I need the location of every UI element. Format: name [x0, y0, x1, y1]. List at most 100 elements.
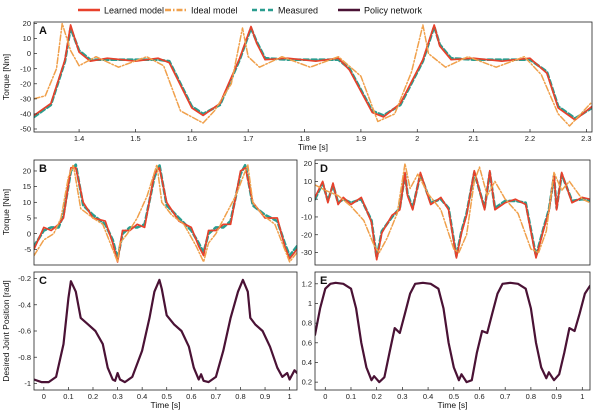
x-tick-label-e: 0.5 [449, 392, 459, 401]
legend-label-measured: Measured [278, 6, 318, 16]
x-tick-label-e: 0.3 [397, 392, 407, 401]
series-line-d-ideal-model [315, 162, 590, 254]
plot-frame-d [314, 159, 591, 266]
x-tick-label-e: 0.6 [474, 392, 484, 401]
x-tick-label-a: 1.4 [74, 134, 84, 143]
y-axis-label-b: Torque [Nm] [1, 189, 11, 235]
x-tick-label-a: 1.8 [299, 134, 309, 143]
y-tick-label-b: 5 [27, 214, 31, 223]
legend-entry-ideal-model: Ideal model [165, 6, 238, 16]
x-tick-label-a: 1.6 [187, 134, 197, 143]
y-tick-label-d: -30 [301, 248, 312, 257]
panel-label-a: A [39, 25, 47, 37]
y-tick-label-d: 0 [308, 195, 312, 204]
x-tick-label-a: 2.3 [581, 134, 591, 143]
x-tick-label-a: 2.2 [525, 134, 535, 143]
panel-label-e: E [320, 275, 327, 287]
panel-label-d: D [320, 163, 328, 175]
y-tick-label-a: -30 [20, 94, 31, 103]
y-tick-label-a: 10 [23, 34, 31, 43]
legend-label-ideal-model: Ideal model [191, 6, 238, 16]
chart-panel-c: -0.2 -0.4 -0.6 -0.8 -1 0 0.1 0.2 0.3 0.4 0.5 0.6 0.7… [1, 271, 298, 410]
y-tick-label-e: 1.2 [302, 279, 312, 288]
legend-label-policy-network: Policy network [364, 6, 423, 16]
series-line-b-ideal-model [34, 163, 297, 263]
series-line-b-learned-model [34, 166, 297, 263]
x-tick-label-c: 0 [42, 392, 46, 401]
y-tick-label-a: -10 [20, 64, 31, 73]
x-axis-label-a: Time [s] [298, 142, 328, 152]
y-tick-label-c: -0.4 [18, 300, 31, 309]
y-tick-label-a: 0 [27, 49, 31, 58]
y-tick-label-d: 20 [304, 159, 312, 168]
chart-panel-a: 20 10 0 -10 -20 -30 -40 -50 1.4 1.5 1.6 1.7 1.8 1.9 2 2… [1, 19, 593, 152]
x-tick-label-a: 1.7 [243, 134, 253, 143]
y-tick-label-d: 10 [304, 177, 312, 186]
series-line-c-policy-network [34, 278, 297, 384]
plot-frame-a [33, 21, 593, 133]
x-tick-label-a: 2 [415, 134, 419, 143]
x-tick-label-e: 1 [580, 392, 584, 401]
plot-frame-b [33, 159, 298, 266]
plot-frame-e [314, 271, 591, 391]
panel-label-b: B [39, 163, 47, 175]
x-tick-label-c: 0.4 [137, 392, 147, 401]
y-tick-label-c: -0.6 [18, 327, 31, 336]
x-axis-label-e: Time [s] [438, 400, 468, 410]
y-tick-label-d: -20 [301, 230, 312, 239]
panel-label-c: C [39, 275, 47, 287]
x-tick-label-e: 0.9 [551, 392, 561, 401]
y-tick-label-e: 0.2 [302, 378, 312, 387]
x-axis-label-c: Time [s] [151, 400, 181, 410]
x-tick-label-e: 0.1 [346, 392, 356, 401]
x-tick-label-c: 0.1 [63, 392, 73, 401]
y-tick-label-c: -1 [24, 379, 31, 388]
x-tick-label-c: 1 [288, 392, 292, 401]
x-tick-label-c: 0.3 [112, 392, 122, 401]
x-tick-label-c: 0.7 [211, 392, 221, 401]
x-tick-label-a: 2.1 [468, 134, 478, 143]
x-tick-label-c: 0.6 [186, 392, 196, 401]
x-tick-label-c: 0.5 [162, 392, 172, 401]
y-tick-label-e: 0.8 [302, 319, 312, 328]
plot-frame-c [33, 271, 298, 391]
x-tick-label-a: 1.9 [356, 134, 366, 143]
y-tick-label-a: -50 [20, 125, 31, 134]
chart-panel-e: 1.2 1 0.8 0.6 0.4 0.2 0 0.1 0.2 0.3 0.4 0.5 0.6 0.7 0.… [302, 271, 591, 410]
y-tick-label-b: 0 [27, 229, 31, 238]
legend-entry-policy-network: Policy network [338, 6, 423, 16]
x-tick-label-e: 0.7 [500, 392, 510, 401]
y-tick-label-d: -10 [301, 213, 312, 222]
series-line-b-measured [34, 163, 297, 260]
y-tick-label-b: 15 [23, 182, 31, 191]
series-line-a-measured [34, 25, 592, 120]
legend-entry-measured: Measured [252, 6, 318, 16]
y-tick-label-b: 10 [23, 198, 31, 207]
y-tick-label-e: 0.6 [302, 338, 312, 347]
y-tick-label-c: -0.8 [18, 353, 31, 362]
x-tick-label-c: 0.8 [235, 392, 245, 401]
y-tick-label-b: -5 [24, 245, 31, 254]
x-tick-label-e: 0 [323, 392, 327, 401]
series-line-e-policy-network [315, 281, 590, 384]
legend-entry-learned-model: Learned model [78, 6, 164, 16]
y-tick-label-c: -0.2 [18, 274, 31, 283]
legend-label-learned-model: Learned model [104, 6, 164, 16]
chart-panel-d: 20 10 0 -10 -20 -30 D [301, 159, 591, 266]
legend: Learned model Ideal model Measured Policy n… [78, 6, 423, 16]
y-tick-label-a: -20 [20, 79, 31, 88]
y-axis-label-a: Torque [Nm] [1, 54, 11, 100]
y-tick-label-b: 20 [23, 167, 31, 176]
series-line-a-ideal-model [34, 22, 592, 127]
x-tick-label-e: 0.4 [423, 392, 433, 401]
x-tick-label-e: 0.2 [371, 392, 381, 401]
x-tick-label-c: 0.9 [260, 392, 270, 401]
x-tick-label-c: 0.2 [88, 392, 98, 401]
y-tick-label-a: 20 [23, 19, 31, 28]
y-tick-label-e: 1 [308, 299, 312, 308]
series-line-d-learned-model [315, 169, 590, 261]
y-axis-label-c: Desired Joint Position [rad] [1, 280, 11, 382]
y-tick-label-e: 0.4 [302, 358, 312, 367]
x-tick-label-a: 1.5 [130, 134, 140, 143]
